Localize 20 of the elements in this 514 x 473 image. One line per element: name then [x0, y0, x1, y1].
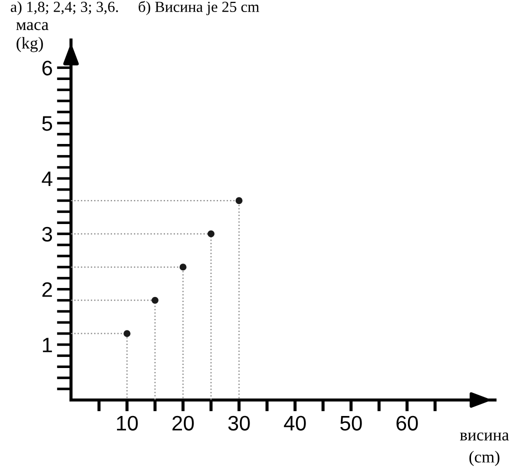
x-axis-title: висина (cm): [460, 432, 509, 466]
x-tick-label: 20: [172, 416, 194, 431]
x-tick-label: 30: [228, 416, 250, 431]
y-tick-label: 1: [42, 338, 52, 352]
y-tick-label: 5: [42, 116, 52, 131]
y-tick-label: 4: [42, 172, 52, 186]
point: [208, 230, 214, 238]
x-tick-label: 60: [396, 416, 418, 431]
x-tick-label: 40: [284, 416, 306, 431]
point: [152, 296, 158, 304]
y-tick-label: 6: [42, 60, 52, 76]
y-tick-label: 3: [42, 226, 52, 242]
x-tick-label: 50: [340, 416, 362, 431]
y-tick-label: 2: [42, 282, 52, 297]
x-tick-label: 10: [117, 416, 138, 431]
y-axis-title: маса (kg): [16, 22, 48, 52]
point: [124, 330, 130, 338]
text: а) 1,8; 2,4; 3; 3,6. б) Висина је 25 cm: [10, 0, 260, 16]
point: [180, 264, 186, 271]
point: [236, 197, 243, 204]
